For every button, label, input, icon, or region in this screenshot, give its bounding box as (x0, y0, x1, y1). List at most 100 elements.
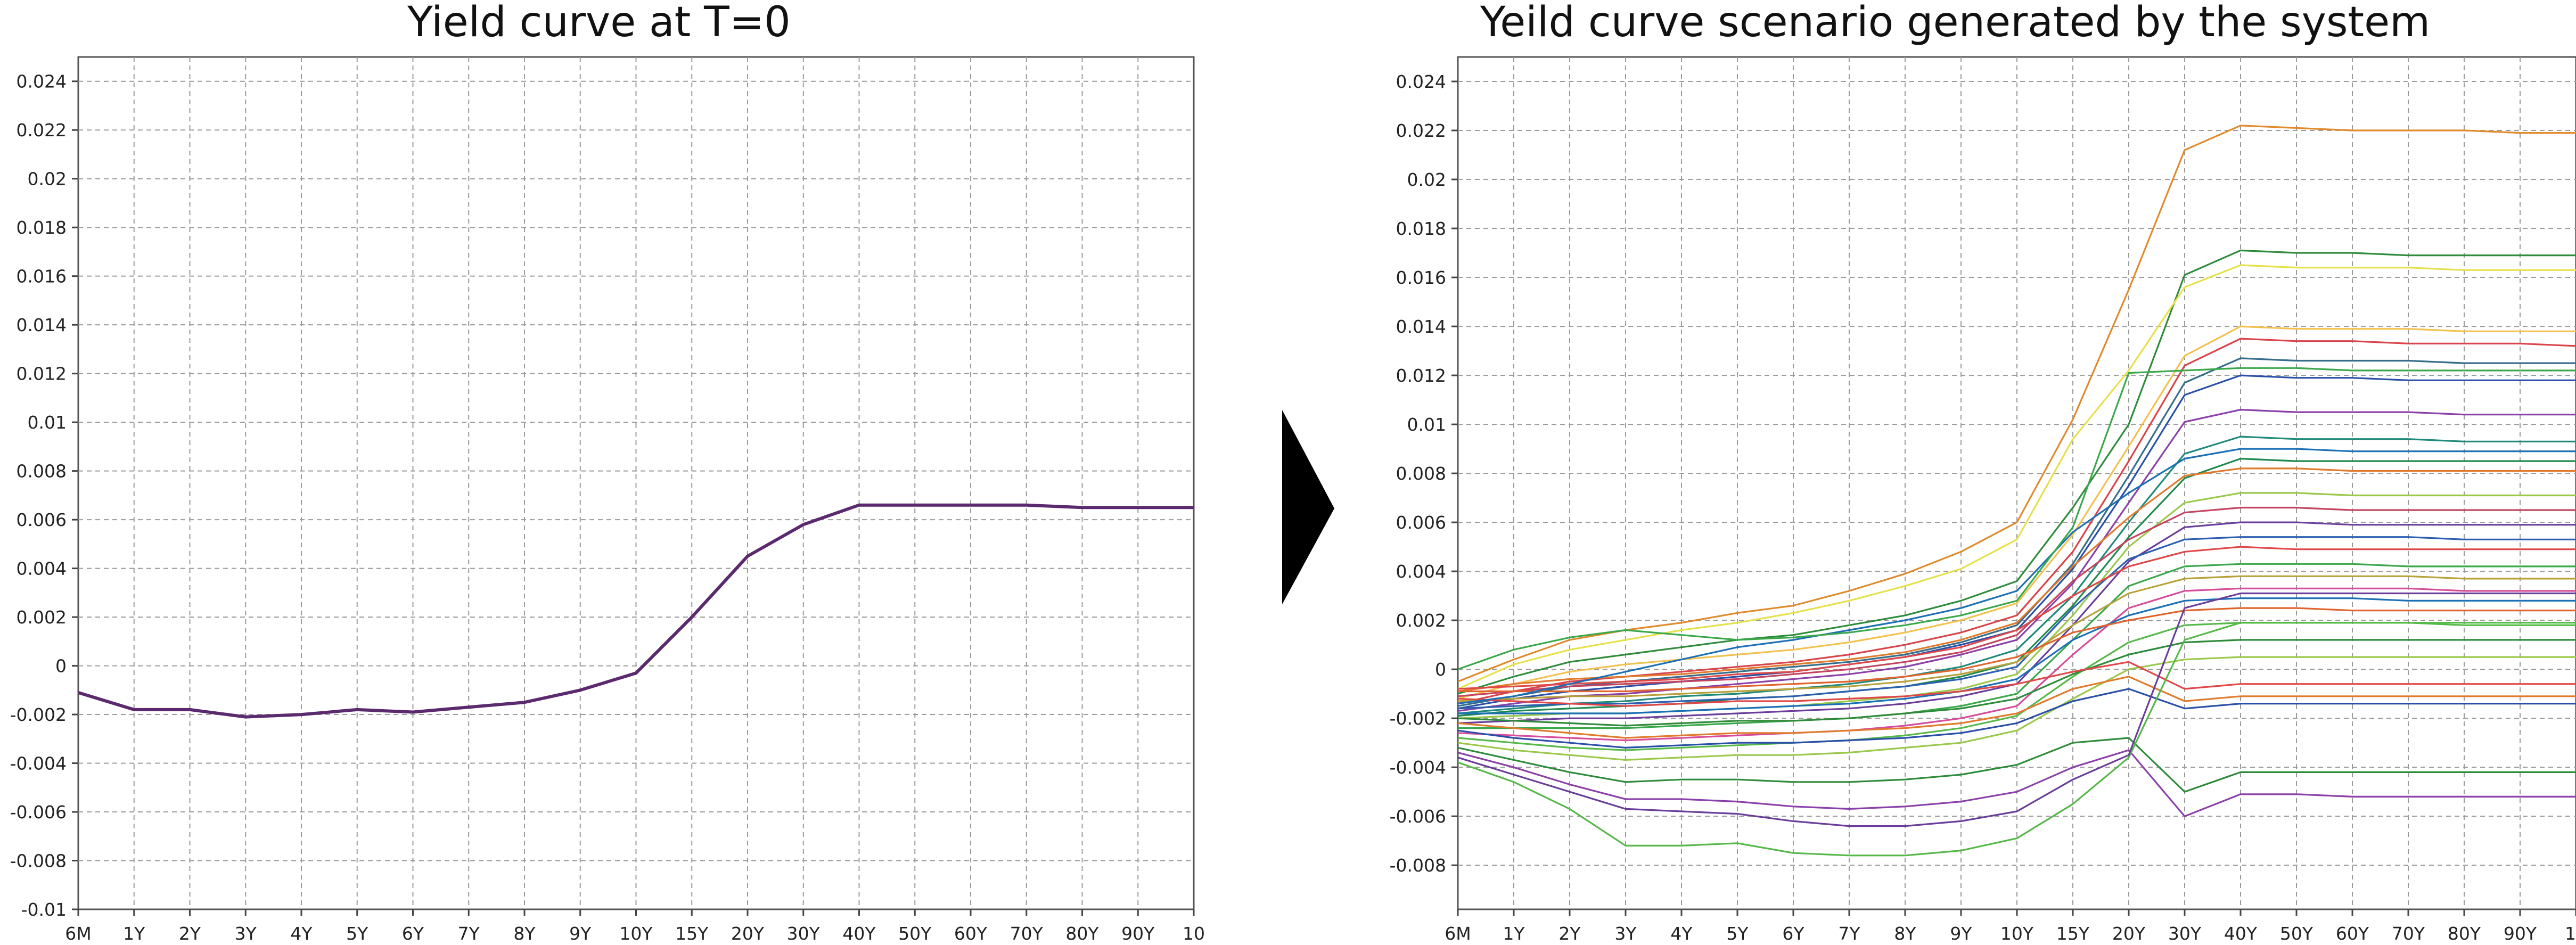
y-axis: -0.008 -0.006 -0.004 -0.002 0 0.002 0.004 0.006… (1390, 71, 1458, 876)
x-tick-label: 4Y (290, 923, 313, 944)
x-tick-label: 10 (2565, 923, 2576, 944)
y-tick-label: 0.008 (17, 461, 67, 482)
x-tick-label: 2Y (179, 923, 201, 944)
x-tick-label: 7Y (1838, 923, 1860, 944)
series-line (1458, 597, 2576, 714)
series-line (1458, 607, 2576, 693)
y-tick-label: -0.006 (1390, 806, 1446, 827)
yield-curve-scenario-chart: Yeild curve scenario generated by the sy… (1390, 0, 2576, 944)
series-line (1457, 325, 2576, 700)
y-tick-label: -0.002 (1390, 708, 1446, 729)
y-tick-label: 0.004 (17, 558, 67, 579)
series-group (78, 503, 1194, 719)
series-line (1457, 592, 2576, 827)
series-line (1457, 536, 2576, 710)
y-tick-label: -0.01 (21, 899, 67, 920)
x-tick-label: 3Y (235, 923, 257, 944)
series-line (1457, 546, 2576, 690)
y-tick-label: 0.014 (1396, 316, 1446, 337)
y-axis: -0.01 -0.008 -0.006 -0.004 -0.002 0 0.002 0.004… (10, 71, 78, 920)
x-tick-label: 5Y (346, 923, 368, 944)
x-tick-label: 9Y (569, 923, 592, 944)
y-tick-label: 0.004 (1396, 561, 1446, 582)
y-tick-label: -0.004 (10, 753, 67, 774)
y-tick-label: 0.002 (17, 607, 67, 628)
y-tick-label: 0.02 (1407, 169, 1446, 190)
x-tick-label: 70Y (2392, 923, 2425, 944)
x-axis: 6M 1Y 2Y 3Y 4Y 5Y 6Y 7Y 8Y 9Y 10Y 15Y 20Y 30Y 40Y 50Y 60… (1445, 909, 2576, 944)
x-tick-label: 8Y (513, 923, 536, 944)
series-group (1457, 125, 2576, 857)
series-line (1457, 467, 2576, 693)
y-tick-label: 0.006 (1396, 512, 1446, 533)
y-tick-label: 0.006 (17, 510, 67, 530)
x-tick-label: 8Y (1894, 923, 1916, 944)
x-tick-label: 2Y (1558, 923, 1581, 944)
chart-title: Yield curve at T=0 (407, 0, 791, 46)
x-tick-label: 6M (1445, 923, 1471, 944)
x-tick-label: 7Y (458, 923, 480, 944)
x-tick-label: 60Y (2336, 923, 2369, 944)
series-line (1457, 249, 2576, 695)
x-tick-label: 6M (65, 923, 91, 944)
series-line (1457, 367, 2576, 670)
x-tick-label: 1Y (123, 923, 145, 944)
y-tick-label: 0.012 (17, 364, 67, 384)
y-tick-label: 0.002 (1396, 610, 1446, 631)
y-tick-label: 0.024 (17, 71, 67, 92)
x-tick-label: 50Y (898, 923, 932, 944)
y-tick-label: -0.006 (10, 802, 67, 823)
x-tick-label: 20Y (731, 923, 765, 944)
y-tick-label: 0.014 (17, 315, 67, 335)
series-line (1457, 656, 2576, 761)
gridlines (1458, 57, 2576, 909)
y-tick-label: 0.016 (1396, 267, 1446, 288)
x-tick-label: 10 (1183, 923, 1205, 944)
x-tick-label: 3Y (1614, 923, 1637, 944)
x-axis: 6M 1Y 2Y 3Y 4Y 5Y 6Y 7Y 8Y 9Y 10Y 15Y 20Y 30Y 40Y 50Y 60… (65, 909, 1205, 944)
series-line (1457, 575, 2576, 702)
x-tick-label: 30Y (787, 923, 821, 944)
series-line (1457, 676, 2576, 739)
series-line (1457, 639, 2576, 727)
y-tick-label: 0.012 (1396, 365, 1446, 386)
y-tick-label: 0 (55, 656, 67, 677)
y-tick-label: 0.01 (28, 412, 67, 433)
y-tick-label: 0.008 (1396, 463, 1446, 484)
y-tick-label: -0.008 (1390, 855, 1446, 876)
arrow-right-icon (1282, 410, 1334, 604)
x-tick-label: 15Y (2056, 923, 2090, 944)
x-tick-label: 4Y (1670, 923, 1693, 944)
x-tick-label: 50Y (2280, 923, 2314, 944)
series-line (1457, 622, 2576, 857)
series-line (78, 503, 1194, 719)
x-tick-label: 80Y (1065, 923, 1099, 944)
y-tick-label: 0.024 (1396, 71, 1446, 92)
x-tick-label: 10Y (2000, 923, 2034, 944)
x-tick-label: 9Y (1950, 923, 1972, 944)
y-tick-label: -0.004 (1390, 757, 1446, 778)
x-tick-label: 30Y (2168, 923, 2202, 944)
y-tick-label: 0.016 (17, 266, 67, 287)
y-tick-label: 0.01 (1407, 414, 1446, 435)
chart-title: Yeild curve scenario generated by the sy… (1480, 0, 2430, 46)
x-tick-label: 70Y (1010, 923, 1044, 944)
x-tick-label: 90Y (1121, 923, 1155, 944)
yield-curve-t0-chart: Yield curve at T=0 -0.01-0.008-0.006-0.0… (10, 0, 1205, 944)
series-line (1457, 737, 2576, 793)
x-tick-label: 90Y (2504, 923, 2537, 944)
x-tick-label: 6Y (402, 923, 424, 944)
x-tick-label: 60Y (954, 923, 988, 944)
x-tick-label: 5Y (1726, 923, 1749, 944)
x-tick-label: 1Y (1503, 923, 1525, 944)
x-tick-label: 80Y (2448, 923, 2481, 944)
y-tick-label: 0.02 (28, 169, 67, 190)
series-line (1457, 688, 2576, 749)
x-tick-label: 6Y (1782, 923, 1804, 944)
series-line (1457, 749, 2576, 817)
series-line (1457, 264, 2576, 690)
gridlines (78, 57, 1194, 909)
x-tick-label: 20Y (2112, 923, 2146, 944)
y-tick-label: 0 (1435, 659, 1446, 680)
